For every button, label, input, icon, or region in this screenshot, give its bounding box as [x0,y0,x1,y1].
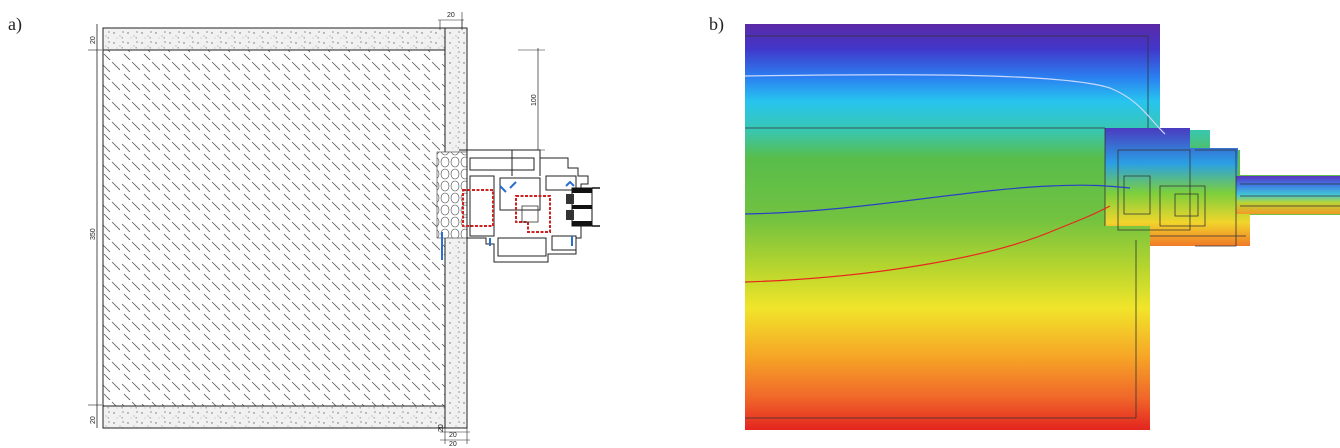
isotherm-warm [744,205,1111,283]
concrete-top [102,27,446,51]
thermal-simulation [744,24,1340,430]
isotherm-mid [744,184,1131,215]
dim-text-corner-a: 20 [438,424,445,432]
reinforcement-sash [515,195,551,233]
reinforcement-frame [462,189,494,227]
panel-label-a: a) [8,14,22,34]
glazing-unit [566,187,600,227]
thermal-field-frame [1105,128,1250,246]
dim-text-corner-b: 20 [449,432,457,439]
dim-text-top-wall: 20 [90,36,97,44]
insulation-core [102,49,446,407]
concrete-bottom [102,405,446,429]
section-drawing: 20 350 20 20 100 20 20 20 [88,12,600,448]
isotherm-cold [744,74,1166,135]
dim-text-right-wall-bottom: 20 [449,441,457,448]
panel-label-b: b) [709,14,724,34]
thermal-field-glass [1236,176,1340,214]
dim-text-frame-offset: 100 [531,94,538,106]
dim-text-right-wall-top: 20 [447,12,455,19]
dim-text-bottom-wall: 20 [90,416,97,424]
dim-text-slab-height: 350 [90,228,97,240]
gaskets [441,180,575,260]
thermal-field-wall [745,24,1340,430]
